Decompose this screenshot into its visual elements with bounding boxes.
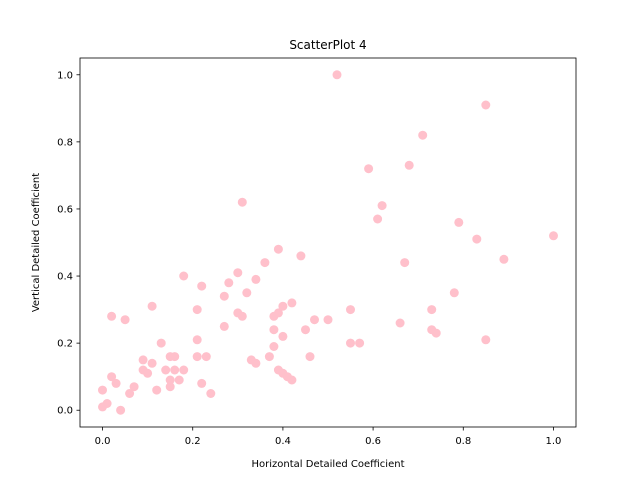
data-point xyxy=(373,214,383,224)
data-point xyxy=(237,197,247,207)
data-point xyxy=(395,318,405,328)
data-point xyxy=(346,305,355,315)
data-point xyxy=(138,355,148,365)
data-point xyxy=(111,378,121,388)
data-point xyxy=(125,389,135,398)
data-point xyxy=(161,365,171,375)
data-point xyxy=(192,305,202,315)
data-point xyxy=(147,358,157,368)
data-point xyxy=(197,378,207,388)
plot-frame xyxy=(79,57,577,428)
data-point xyxy=(287,375,297,385)
chart-title: ScatterPlot 4 xyxy=(289,38,366,52)
data-point xyxy=(192,335,202,345)
data-point xyxy=(287,298,297,308)
data-point xyxy=(273,308,283,318)
data-point xyxy=(301,325,310,335)
data-point xyxy=(120,315,130,325)
data-point xyxy=(454,217,464,227)
data-point xyxy=(116,405,126,415)
y-tick-label: 0.8 xyxy=(57,137,73,148)
data-point xyxy=(273,244,283,254)
data-point xyxy=(346,338,355,348)
data-point xyxy=(165,382,175,392)
data-point xyxy=(269,342,279,351)
data-point xyxy=(427,305,437,315)
data-point xyxy=(278,301,288,311)
y-tick-label: 0.4 xyxy=(57,272,73,283)
ticks-layer: 0.0 0.2 0.4 0.6 0.8 1.0 0.0 0.2 0.4 0.6 0.8 1.0 xyxy=(57,70,561,447)
data-point xyxy=(174,375,184,385)
data-point xyxy=(364,164,374,174)
data-point xyxy=(156,338,166,348)
data-point xyxy=(296,251,306,261)
data-point xyxy=(219,321,229,331)
data-point xyxy=(305,352,315,362)
data-point xyxy=(152,385,162,395)
data-point xyxy=(107,311,117,321)
data-point xyxy=(400,258,410,268)
data-point xyxy=(170,365,180,375)
y-tick-label: 0.6 xyxy=(57,204,73,215)
data-point xyxy=(418,130,428,140)
data-point xyxy=(102,399,112,408)
data-point xyxy=(179,365,189,375)
data-point xyxy=(431,328,441,338)
data-point xyxy=(377,201,387,211)
data-point xyxy=(201,352,211,362)
data-point xyxy=(219,291,229,301)
data-point xyxy=(179,271,189,281)
x-tick-label: 0.6 xyxy=(365,436,381,447)
data-point xyxy=(404,160,414,170)
data-point xyxy=(355,338,365,348)
data-point xyxy=(206,389,216,398)
data-point xyxy=(481,335,491,345)
data-point xyxy=(481,100,491,110)
data-point xyxy=(197,281,207,291)
data-point xyxy=(143,368,153,378)
data-point xyxy=(129,382,139,392)
data-point xyxy=(165,375,175,385)
data-point xyxy=(472,234,482,244)
data-point xyxy=(260,258,270,268)
y-axis-label: Vertical Detailed Coefficient xyxy=(31,173,42,312)
data-point xyxy=(251,274,261,284)
data-point xyxy=(310,315,319,325)
x-tick-label: 1.0 xyxy=(546,436,562,447)
data-point xyxy=(499,254,509,264)
data-point xyxy=(264,352,274,362)
data-point xyxy=(549,231,558,241)
data-point xyxy=(242,288,252,298)
data-point xyxy=(147,301,157,311)
data-point xyxy=(251,358,261,368)
x-tick-label: 0.8 xyxy=(455,436,471,447)
data-point xyxy=(224,278,234,288)
data-point xyxy=(237,311,247,321)
y-tick-label: 1.0 xyxy=(57,70,73,81)
data-point xyxy=(107,372,117,382)
x-tick-label: 0.0 xyxy=(95,436,111,447)
data-point xyxy=(98,385,107,395)
data-point xyxy=(192,352,202,362)
x-tick-label: 0.4 xyxy=(275,436,291,447)
data-point xyxy=(278,331,288,341)
y-tick-label: 0.2 xyxy=(57,339,73,350)
x-tick-label: 0.2 xyxy=(185,436,201,447)
x-axis-label: Horizontal Detailed Coefficient xyxy=(252,459,405,470)
data-point xyxy=(323,315,333,325)
data-point xyxy=(449,288,459,298)
data-point xyxy=(332,70,342,80)
points-layer xyxy=(98,70,558,415)
y-tick-label: 0.0 xyxy=(57,406,73,417)
data-point xyxy=(170,352,180,362)
data-point xyxy=(233,268,243,278)
data-point xyxy=(269,325,279,335)
